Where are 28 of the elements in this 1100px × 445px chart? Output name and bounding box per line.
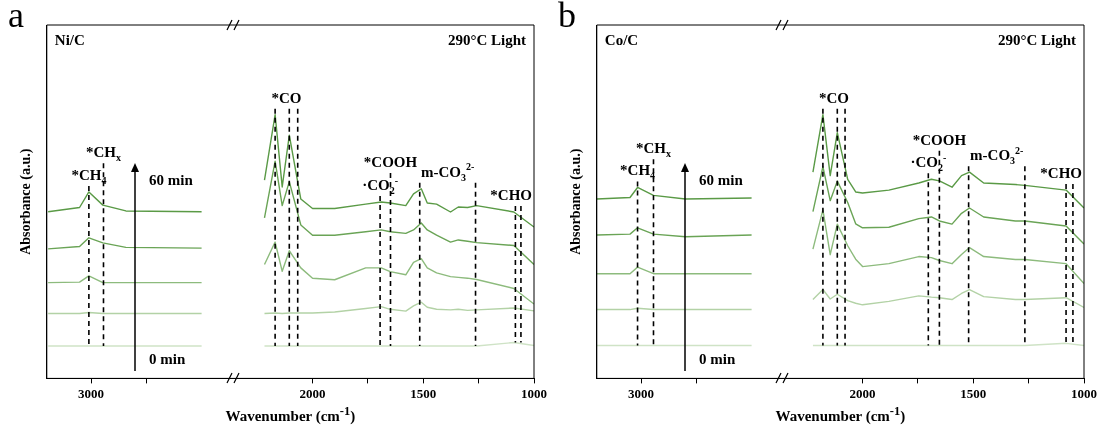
ref-line-label: *CO (271, 89, 302, 106)
y-axis-title: Absorbance (a.u.) (568, 148, 585, 255)
x-tick-label: 1000 (521, 385, 547, 401)
ref-line-label: *CO (818, 89, 849, 106)
ref-line-label: *COOH (363, 154, 418, 171)
chart-title: a (8, 0, 24, 36)
text: 290°C Light (447, 32, 526, 48)
x-tick-label: 3000 (78, 385, 105, 401)
annotation: 0 min (699, 350, 736, 367)
x-tick-label: 3000 (628, 385, 655, 401)
x-tick-label: 2000 (849, 385, 876, 401)
x-tick-label: 1000 (1071, 385, 1097, 401)
annotation: 60 min (699, 172, 744, 189)
x-tick-label: 2000 (299, 385, 326, 401)
y-axis-title: Absorbance (a.u.) (18, 148, 35, 255)
x-tick-label: 1500 (960, 385, 987, 401)
text: Ni/C (54, 32, 85, 48)
x-axis-title: Wavenumber (cm$^{-1}$) (774, 404, 907, 426)
x-tick-label: 1500 (410, 385, 437, 401)
text: Co/C (604, 32, 639, 48)
annotation: 60 min (149, 172, 194, 189)
annotation: 0 min (149, 350, 186, 367)
chart-title: b (558, 0, 576, 36)
text: 290°C Light (997, 32, 1076, 48)
ref-line-label: *COOH (912, 131, 967, 148)
ref-line-label: *CHO (490, 186, 532, 203)
x-axis-title: Wavenumber (cm$^{-1}$) (224, 404, 357, 426)
ref-line-label: *CHO (1040, 165, 1082, 182)
